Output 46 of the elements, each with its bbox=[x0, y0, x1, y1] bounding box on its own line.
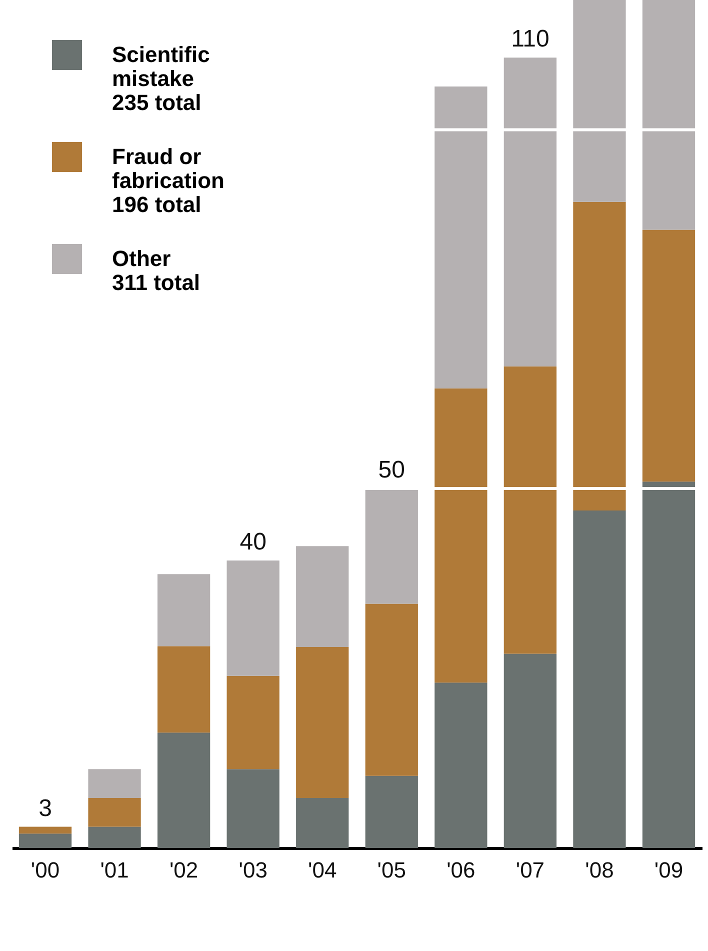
x-tick-label: '00 bbox=[30, 858, 60, 882]
bar bbox=[365, 776, 418, 848]
bar bbox=[157, 574, 210, 646]
bar bbox=[573, 202, 626, 510]
bar bbox=[365, 604, 418, 776]
x-tick-label: '01 bbox=[100, 858, 129, 882]
x-tick-label: '06 bbox=[446, 858, 476, 882]
annotation: 110 bbox=[511, 26, 550, 53]
bar bbox=[504, 58, 557, 366]
bar bbox=[226, 676, 280, 770]
bar bbox=[296, 798, 349, 848]
bar bbox=[157, 646, 210, 733]
bar bbox=[504, 366, 557, 654]
x-tick-label: '03 bbox=[238, 858, 268, 882]
x-tick-label: '09 bbox=[654, 858, 684, 882]
annotation: 50 bbox=[378, 456, 405, 484]
bar bbox=[157, 732, 210, 848]
bar bbox=[296, 546, 349, 648]
bar bbox=[88, 769, 141, 798]
bar bbox=[296, 647, 349, 798]
x-tick-label: '05 bbox=[377, 858, 406, 882]
legend-label: Fraud or fabrication 196 total bbox=[112, 144, 224, 217]
bar bbox=[573, 510, 626, 848]
annotation: 40 bbox=[240, 528, 266, 556]
legend-label: Other 311 total bbox=[112, 246, 200, 295]
bar bbox=[642, 482, 696, 848]
bar bbox=[226, 560, 280, 676]
x-tick-label: '02 bbox=[169, 858, 198, 882]
bar bbox=[504, 654, 557, 848]
x-tick-label: '07 bbox=[516, 858, 545, 882]
bar bbox=[365, 488, 418, 604]
bar bbox=[642, 0, 696, 230]
bar bbox=[642, 230, 696, 482]
annotation: 3 bbox=[38, 794, 52, 822]
bar bbox=[226, 769, 280, 848]
x-tick-label: '08 bbox=[585, 858, 614, 882]
bar bbox=[434, 86, 488, 388]
bar bbox=[18, 826, 72, 834]
bar bbox=[573, 0, 626, 202]
bar bbox=[434, 388, 488, 683]
bar bbox=[88, 798, 141, 827]
x-tick-label: '04 bbox=[308, 858, 337, 882]
bar bbox=[18, 834, 72, 848]
bar bbox=[88, 826, 141, 848]
bar bbox=[434, 682, 488, 848]
legend-label: Scientific mistake 235 total bbox=[112, 42, 210, 115]
